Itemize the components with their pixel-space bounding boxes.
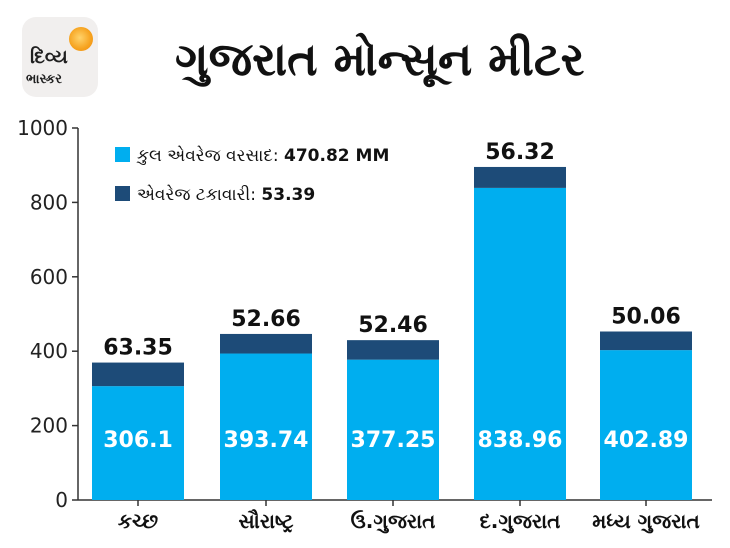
x-tick-label: ઉ.ગુજરાત	[351, 509, 436, 533]
data-label-percentage: 50.06	[611, 305, 681, 330]
logo-text-line2: ભાસ્કર	[26, 72, 62, 87]
bar-percentage	[347, 340, 439, 360]
legend-label: કુલ એવરેજ વરસાદ: 470.82 MM	[136, 145, 390, 166]
bar-rainfall	[92, 386, 184, 500]
logo-text-line1: દિવ્ય	[30, 46, 68, 68]
data-label-rainfall: 838.96	[478, 428, 563, 453]
legend-value: 470.82 MM	[284, 146, 389, 166]
x-tick-label: કચ્છ	[118, 509, 159, 533]
data-label-percentage: 56.32	[485, 140, 555, 165]
data-label-rainfall: 402.89	[604, 428, 689, 453]
y-tick-label: 1000	[17, 116, 68, 140]
legend-swatch	[115, 186, 130, 201]
x-tick-label: દ.ગુજરાત	[480, 509, 561, 533]
bar-percentage	[220, 333, 312, 354]
x-tick-label: સૌરાષ્ટ્ર	[238, 509, 293, 534]
page-title: ગુજરાત મોન્સૂન મીટર	[175, 32, 585, 86]
legend-label-text: કુલ એવરેજ વરસાદ:	[136, 145, 284, 166]
data-label-rainfall: 393.74	[224, 428, 309, 453]
x-tick-label: મધ્ય ગુજરાત	[592, 509, 699, 533]
bar-rainfall	[600, 350, 692, 500]
bar-rainfall	[474, 187, 566, 501]
sun-icon	[69, 27, 93, 51]
y-tick-label: 0	[55, 488, 68, 512]
data-label-percentage: 63.35	[103, 336, 173, 361]
legend-swatch	[115, 147, 130, 162]
data-label-rainfall: 306.1	[103, 428, 173, 453]
legend-label: એવરેજ ટકાવારી: 53.39	[137, 184, 315, 205]
bar-rainfall	[220, 353, 312, 500]
bar-percentage	[92, 362, 184, 387]
bar-percentage	[474, 166, 566, 188]
divya-bhaskar-logo: દિવ્ય ભાસ્કર	[22, 17, 98, 97]
data-label-rainfall: 377.25	[351, 428, 436, 453]
y-tick-label: 400	[30, 339, 68, 363]
y-tick-label: 800	[30, 190, 68, 214]
bar-percentage	[600, 331, 692, 351]
data-label-percentage: 52.46	[358, 313, 428, 338]
legend-label-text: એવરેજ ટકાવારી:	[137, 184, 261, 205]
y-tick-label: 600	[30, 265, 68, 289]
y-tick-label: 200	[30, 414, 68, 438]
legend-value: 53.39	[261, 185, 315, 205]
bar-rainfall	[347, 359, 439, 500]
data-label-percentage: 52.66	[231, 307, 301, 332]
